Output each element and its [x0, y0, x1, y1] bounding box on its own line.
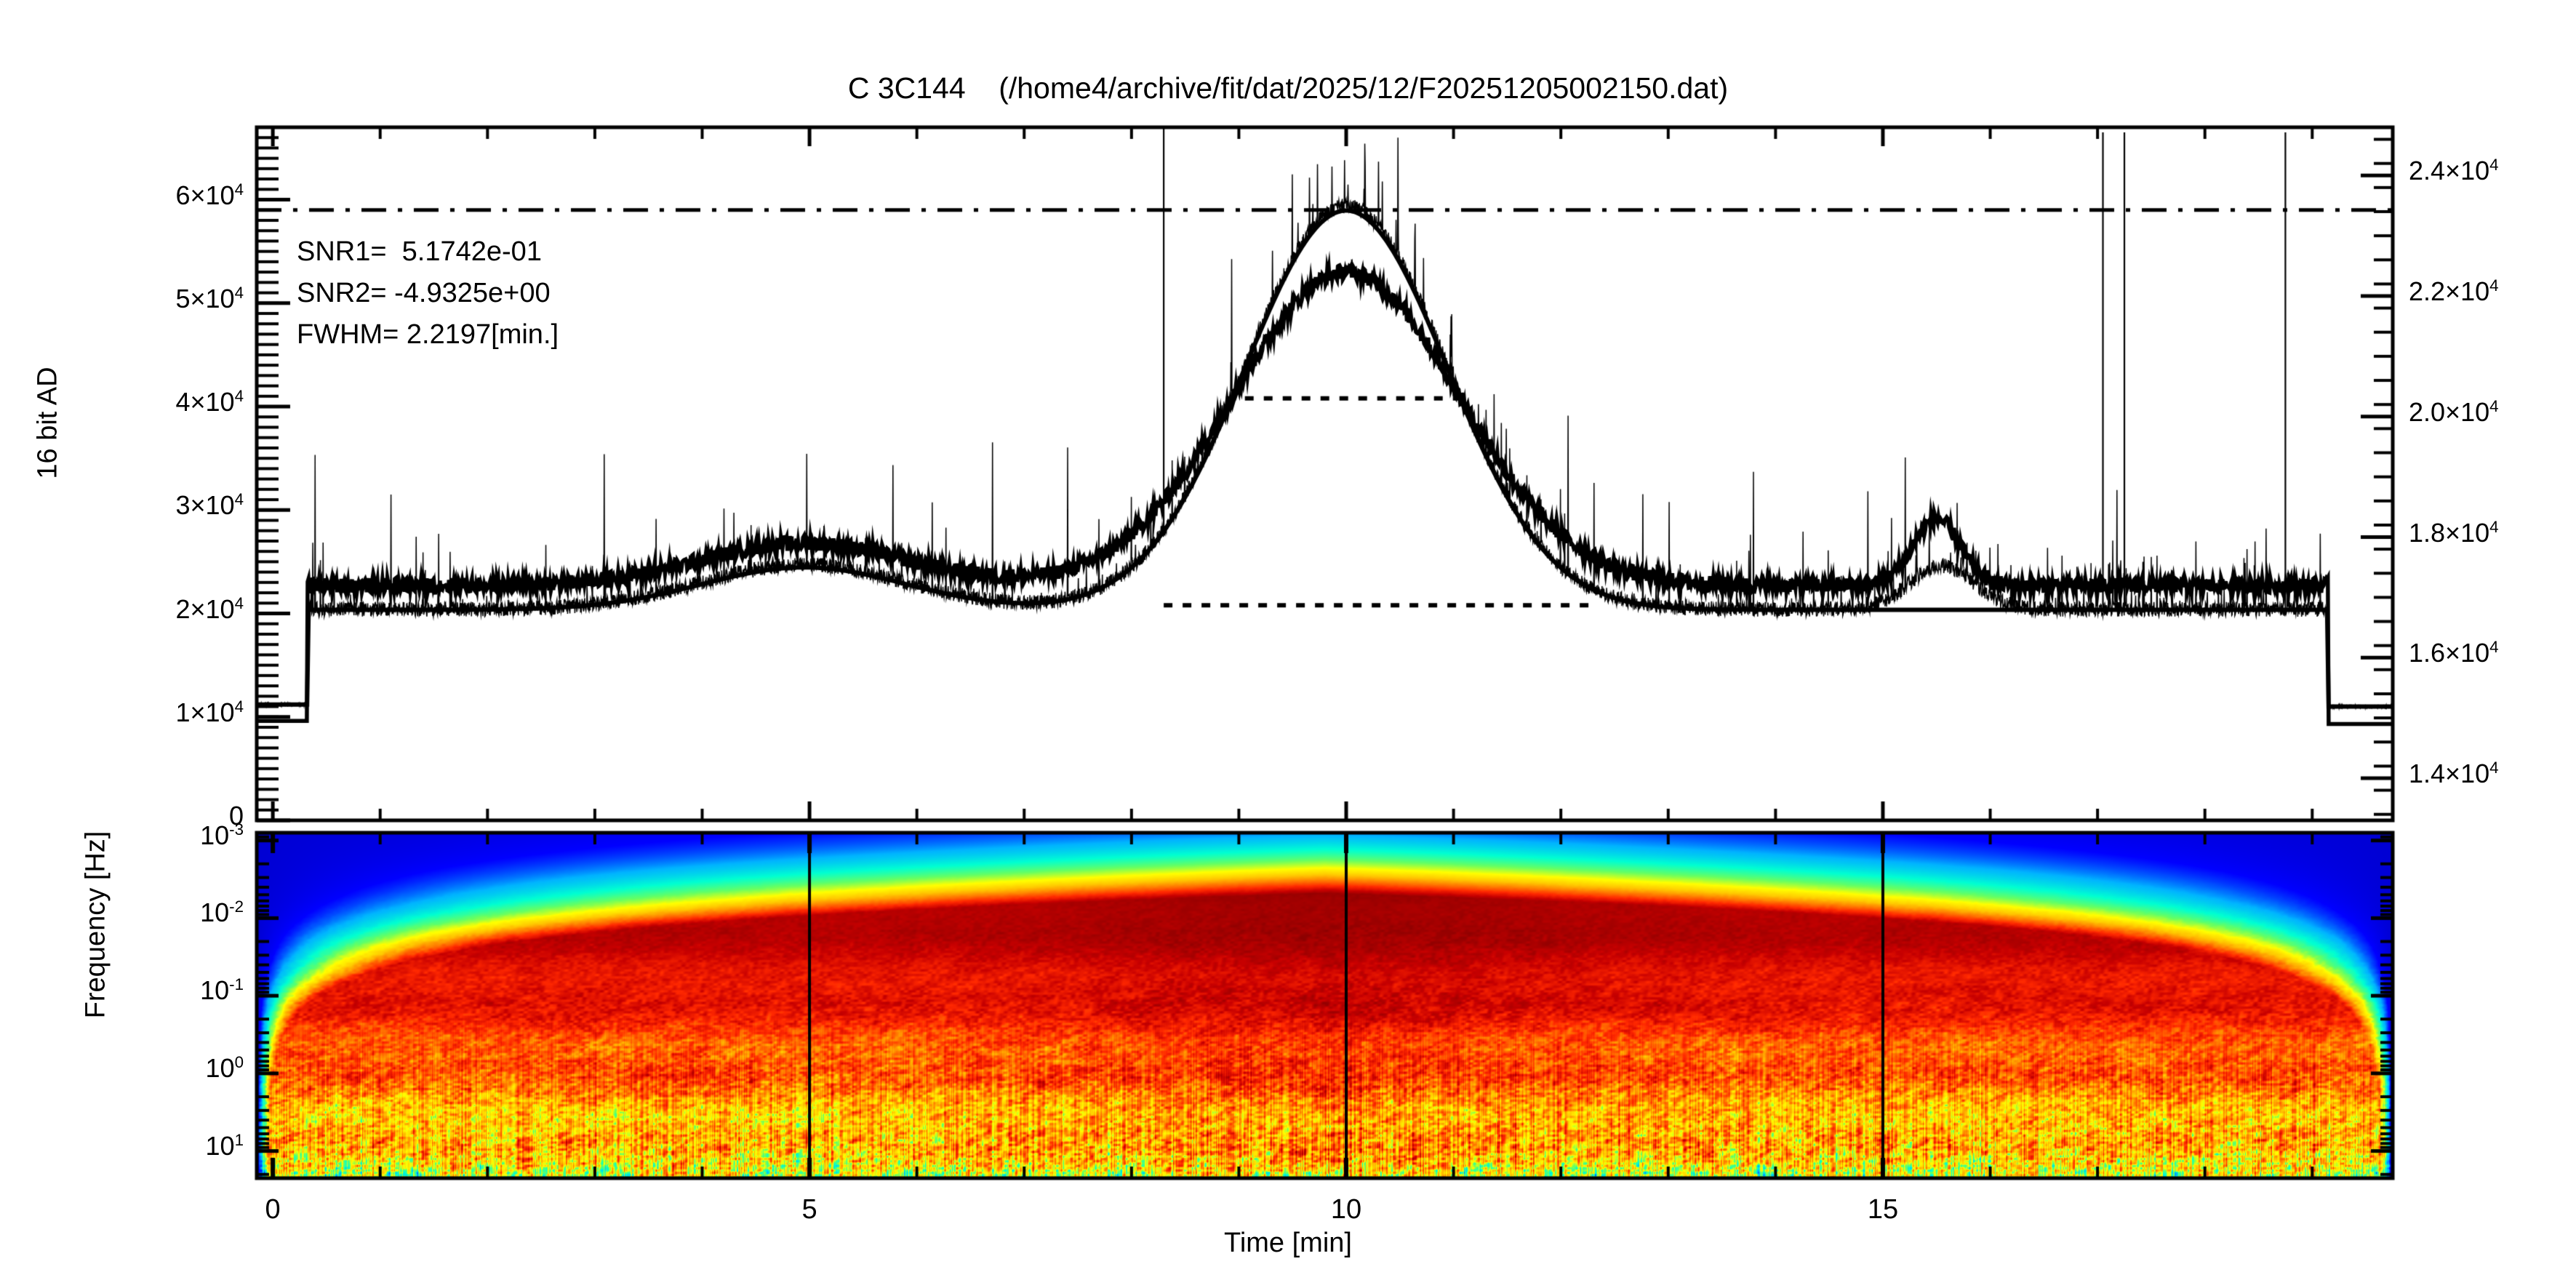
- y-tick-right-0: 1.4×104: [2409, 758, 2499, 788]
- frequency-tick-3: 100: [205, 1052, 244, 1083]
- y-tick-right-1: 1.6×104: [2409, 638, 2499, 668]
- y-axis-label-frequency: Frequency [Hz]: [80, 831, 111, 1019]
- annotation-snr1: SNR1= 5.1742e-01: [297, 236, 542, 267]
- x-tick-3: 15: [1867, 1194, 1899, 1225]
- y-tick-left-4: 4×104: [175, 387, 244, 417]
- y-axis-label-left: 16 bit AD: [32, 367, 63, 479]
- x-tick-0: 0: [265, 1194, 281, 1225]
- annotation-snr2: SNR2= -4.9325e+00: [297, 278, 551, 308]
- y-tick-right-3: 2.0×104: [2409, 396, 2499, 427]
- x-tick-2: 10: [1330, 1194, 1362, 1225]
- y-tick-right-2: 1.8×104: [2409, 517, 2499, 548]
- y-tick-left-3: 3×104: [175, 490, 244, 521]
- x-axis-label: Time [min]: [1224, 1228, 1352, 1258]
- y-tick-left-2: 2×104: [175, 593, 244, 624]
- y-tick-left-1: 1×104: [175, 697, 244, 727]
- y-tick-left-0: 0: [228, 801, 244, 831]
- frequency-tick-0: 10-3: [200, 820, 244, 850]
- y-tick-right-4: 2.2×104: [2409, 276, 2499, 307]
- frequency-tick-1: 10-2: [200, 897, 244, 928]
- frequency-tick-2: 10-1: [200, 975, 244, 1006]
- frequency-tick-4: 101: [205, 1130, 244, 1161]
- x-tick-1: 5: [801, 1194, 817, 1225]
- annotation-fwhm: FWHM= 2.2197[min.]: [297, 319, 559, 350]
- y-tick-right-5: 2.4×104: [2409, 156, 2499, 186]
- y-tick-left-5: 5×104: [175, 283, 244, 313]
- y-tick-left-6: 6×104: [175, 180, 244, 210]
